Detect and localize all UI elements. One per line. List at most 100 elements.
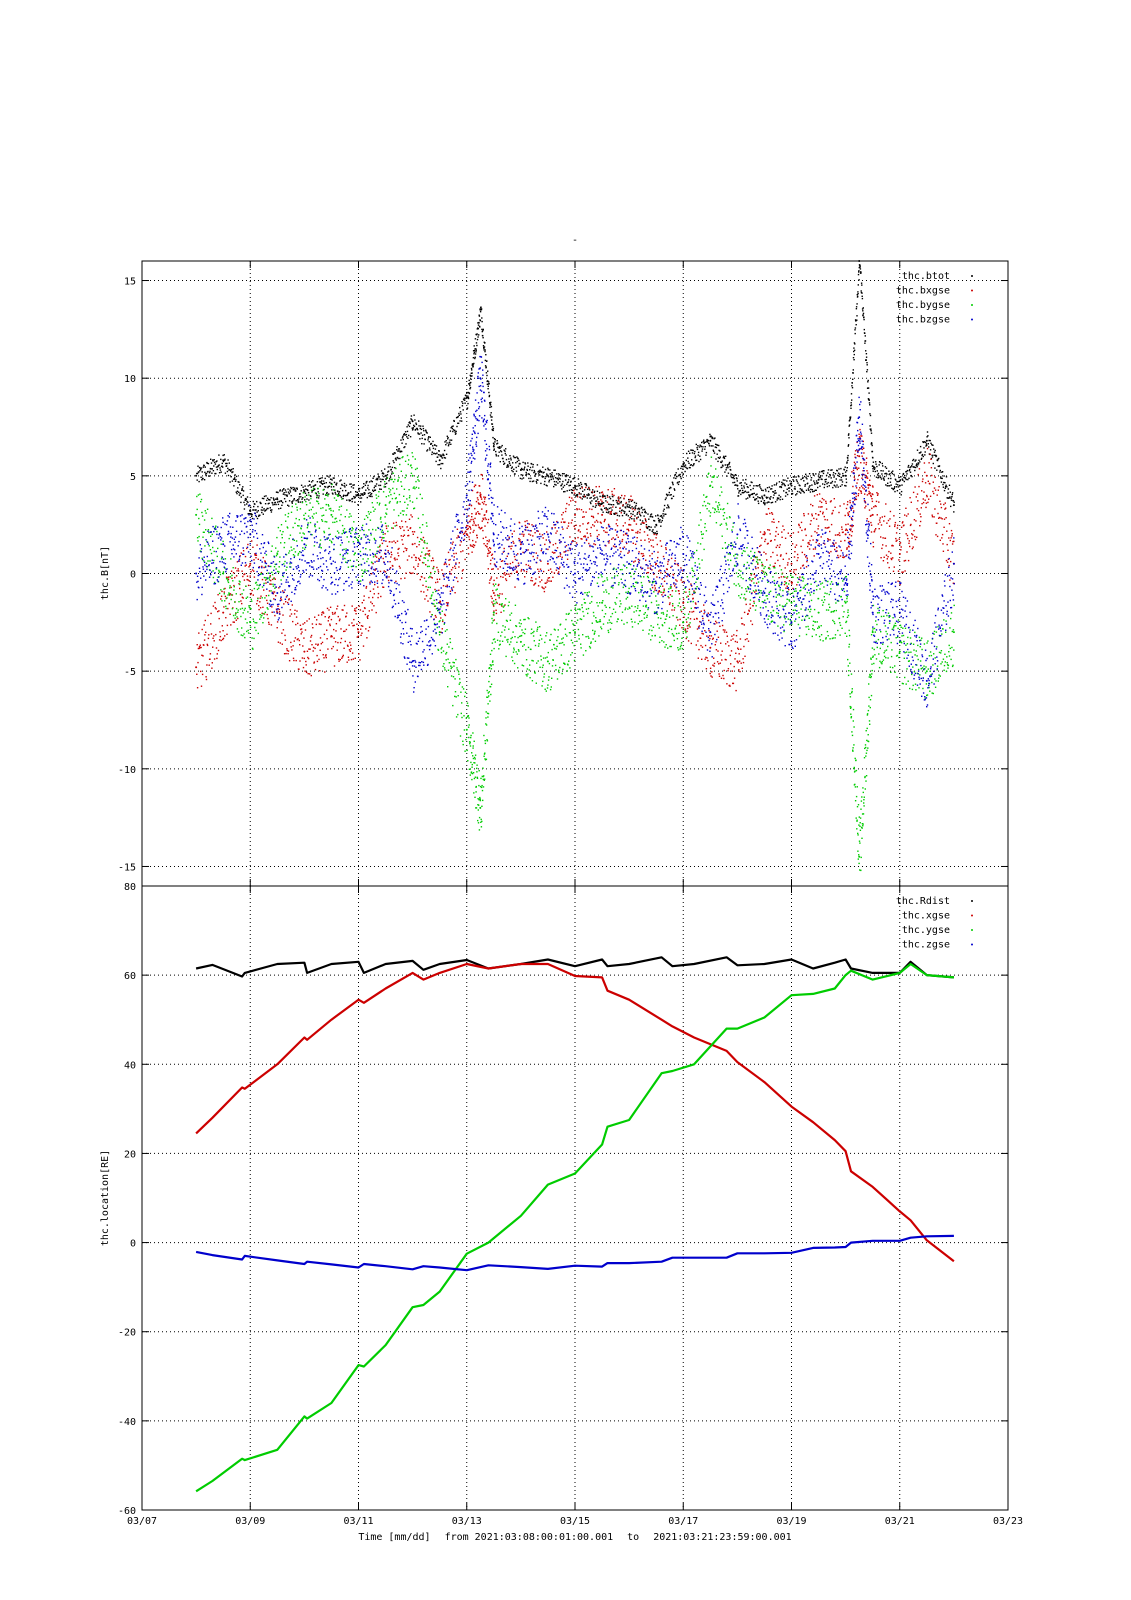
data-point [398, 493, 401, 496]
data-point [593, 494, 596, 496]
data-point [265, 595, 268, 597]
data-point [936, 535, 939, 538]
data-point [234, 617, 236, 619]
data-point [726, 465, 729, 467]
data-point [572, 499, 574, 501]
data-point [941, 471, 943, 473]
data-point [370, 494, 372, 496]
data-point [411, 516, 413, 518]
data-point [897, 580, 899, 582]
data-point [844, 484, 846, 487]
data-point [766, 502, 768, 504]
data-point [857, 293, 859, 295]
data-point [634, 506, 636, 508]
data-point [247, 513, 249, 515]
data-point [765, 553, 767, 555]
data-point [887, 482, 889, 484]
data-point [759, 531, 762, 533]
data-point [292, 486, 294, 489]
data-point [259, 514, 261, 516]
data-point [579, 487, 581, 490]
data-point [834, 534, 837, 536]
data-point [782, 482, 784, 485]
data-point [519, 477, 522, 480]
data-point [543, 590, 546, 593]
data-point [556, 520, 558, 523]
data-point [206, 643, 208, 646]
data-point [273, 591, 276, 593]
data-point [331, 489, 333, 491]
data-point [724, 658, 726, 661]
data-point [808, 548, 811, 550]
data-point [799, 484, 801, 487]
data-point [527, 564, 530, 567]
data-point [559, 555, 561, 557]
data-point [291, 549, 293, 551]
data-point [662, 510, 665, 512]
data-point [329, 507, 332, 510]
data-point [905, 507, 907, 509]
data-point [316, 521, 319, 523]
page-title: - [572, 235, 578, 246]
data-point [447, 551, 450, 554]
data-point [340, 637, 343, 640]
data-point [455, 430, 457, 433]
data-point [894, 486, 896, 488]
data-point [466, 407, 469, 409]
data-point [875, 500, 878, 503]
data-point [215, 461, 217, 463]
data-point [677, 468, 679, 470]
data-point [354, 501, 356, 503]
data-point [357, 494, 360, 497]
data-point [486, 540, 488, 542]
data-point [384, 522, 387, 524]
data-point [426, 432, 428, 434]
data-point [609, 503, 611, 506]
data-point [689, 452, 691, 454]
data-point [803, 553, 806, 556]
data-point [945, 517, 947, 519]
data-point [429, 449, 431, 451]
data-point [700, 610, 702, 612]
data-point [783, 484, 786, 486]
data-point [571, 489, 574, 491]
data-point [297, 499, 299, 501]
data-point [662, 517, 664, 519]
data-point [306, 527, 309, 529]
data-point [243, 501, 245, 504]
data-point [514, 456, 517, 459]
data-point [293, 555, 296, 557]
data-point [373, 537, 375, 540]
data-point [253, 637, 255, 640]
data-point [215, 647, 218, 649]
data-point [338, 492, 340, 495]
data-point [475, 524, 477, 527]
data-point [364, 607, 366, 610]
data-point [245, 564, 247, 566]
data-point [659, 515, 662, 517]
data-point [595, 503, 597, 505]
data-point [788, 490, 790, 492]
data-point [930, 458, 932, 460]
data-point [547, 569, 550, 571]
data-point [384, 516, 386, 518]
data-point [241, 489, 244, 491]
data-point [454, 567, 457, 569]
data-point [508, 461, 510, 463]
data-point [929, 495, 932, 497]
data-point [452, 661, 454, 664]
data-point [552, 576, 554, 578]
data-point [497, 455, 500, 457]
data-point [242, 494, 244, 497]
data-point [368, 529, 370, 531]
data-point [511, 545, 513, 547]
data-point [586, 497, 588, 499]
data-point [607, 512, 609, 514]
data-point [446, 584, 448, 586]
data-point [561, 488, 563, 490]
data-point [311, 515, 314, 518]
data-point [387, 525, 389, 527]
data-point [810, 520, 812, 522]
data-point [815, 518, 818, 520]
data-point [290, 646, 292, 648]
